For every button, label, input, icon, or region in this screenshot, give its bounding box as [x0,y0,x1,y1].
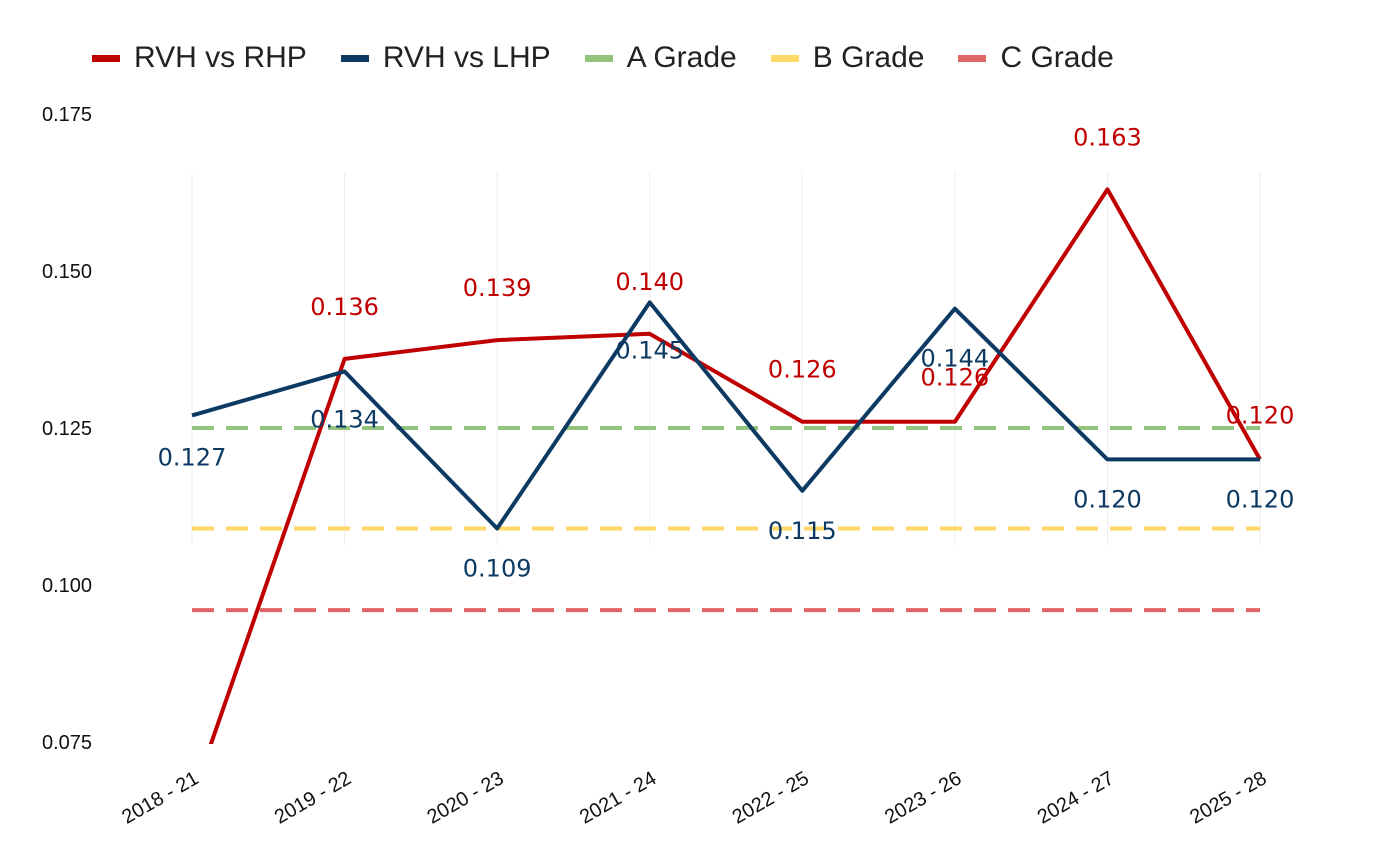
series-line-lhp [191,300,1260,531]
legend-label: B Grade [812,41,925,74]
legend-swatch [958,54,987,62]
legend-swatch [584,54,613,62]
legend-label: RVH vs LHP [382,41,551,74]
x-tick-label: 2024 - 27 [1034,767,1118,828]
data-label-rhp: 0.120 [1226,401,1295,429]
y-tick-label: 0.075 [42,732,92,754]
legend-item: RVH vs RHP [92,41,307,75]
x-tick-label: 2025 - 28 [1186,767,1270,828]
legend-swatch [770,54,799,62]
data-label-lhp: 0.115 [768,517,837,545]
legend-item: RVH vs LHP [340,41,551,75]
x-tick-label: 2022 - 25 [729,767,813,828]
x-tick-label: 2023 - 26 [881,767,965,828]
series-line-rhp [208,187,1262,744]
legend-item: C Grade [958,41,1114,75]
data-label-rhp: 0.140 [615,268,684,296]
data-label-lhp: 0.145 [615,336,684,364]
data-label-lhp: 0.109 [463,554,532,582]
y-tick-label: 0.150 [42,261,92,283]
legend-item: B Grade [770,41,925,75]
x-tick-label: 2018 - 21 [118,767,202,828]
legend-label: RVH vs RHP [134,41,307,74]
legend-swatch [92,54,120,62]
legend-label: A Grade [626,41,737,74]
data-label-lhp: 0.134 [310,405,379,433]
data-label-lhp: 0.120 [1073,485,1142,513]
data-label-rhp: 0.126 [768,356,837,384]
legend-swatch [340,54,369,62]
legend-label: C Grade [1000,41,1114,74]
x-tick-label: 2020 - 23 [423,767,507,828]
data-label-rhp: 0.139 [463,274,532,302]
data-label-rhp: 0.126 [920,364,989,392]
y-tick-label: 0.175 [42,104,92,126]
y-tick-label: 0.100 [42,575,92,597]
data-label-lhp: 0.144 [920,345,989,373]
data-label-rhp: 0.136 [310,293,379,321]
chart-legend: RVH vs RHP RVH vs LHP A Grade B Grade C Grad… [92,38,1148,78]
data-label-lhp: 0.120 [1226,485,1295,513]
legend-item: A Grade [584,41,737,75]
data-label-rhp: 0.163 [1073,123,1142,151]
data-label-lhp: 0.127 [158,443,227,471]
x-tick-label: 2021 - 24 [576,767,660,828]
x-tick-label: 2019 - 22 [271,767,355,828]
y-tick-label: 0.125 [42,418,92,440]
